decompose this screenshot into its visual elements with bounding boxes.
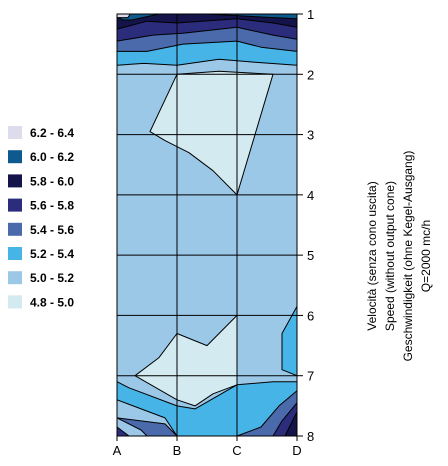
chart-title: Velocità (senza cono uscita) Speed (witho… [365, 151, 433, 362]
y-tick-label: 6 [307, 308, 314, 323]
legend-label: 5.4 - 5.6 [30, 223, 74, 237]
y-tick-label: 1 [307, 7, 314, 22]
legend-label: 6.0 - 6.2 [30, 150, 74, 164]
legend-swatch [8, 198, 22, 212]
contour-region [116, 390, 298, 437]
y-tick-label: 8 [307, 429, 314, 444]
y-axis-ticks: 1 2 3 4 5 6 7 8 [297, 7, 314, 444]
y-tick-label: 7 [307, 369, 314, 384]
y-tick-label: 5 [307, 248, 314, 263]
legend-swatch [8, 174, 22, 188]
legend-label: 5.6 - 5.8 [30, 199, 74, 213]
legend-label: 6.2 - 6.4 [30, 126, 74, 140]
x-tick-label: B [173, 443, 182, 458]
legend-swatch [8, 150, 22, 164]
legend-label: 5.8 - 6.0 [30, 174, 74, 188]
legend-swatch [8, 126, 22, 139]
legend-label: 5.0 - 5.2 [30, 271, 74, 285]
title-line: Geschwindigkeit (ohne Kegel-Ausgang) [401, 151, 415, 362]
legend-label: 4.8 - 5.0 [30, 295, 74, 309]
legend-swatch [8, 271, 22, 285]
title-line: Q=2000 mc/h [419, 220, 433, 292]
legend-swatch [8, 247, 22, 260]
plot-area [116, 13, 298, 437]
legend-swatch [8, 295, 22, 309]
title-line: Velocità (senza cono uscita) [365, 181, 379, 330]
contour-region [116, 381, 298, 437]
grid-lines [116, 13, 298, 437]
contour-region [116, 13, 131, 19]
x-tick-label: C [232, 443, 241, 458]
contour-regions [116, 13, 298, 437]
contour-region [134, 314, 238, 407]
legend-swatch [8, 222, 22, 236]
title-line: Speed (without output cone) [383, 181, 397, 331]
x-tick-label: A [113, 443, 122, 458]
y-tick-label: 2 [307, 67, 314, 82]
legend-label: 5.2 - 5.4 [30, 247, 74, 261]
y-tick-label: 3 [307, 128, 314, 143]
x-axis-ticks: A B C D [113, 436, 302, 458]
legend: 6.2 - 6.4 6.0 - 6.2 5.8 - 6.0 5.6 - 5.8 5.4 … [8, 126, 74, 309]
y-tick-label: 4 [307, 188, 314, 203]
x-tick-label: D [292, 443, 301, 458]
